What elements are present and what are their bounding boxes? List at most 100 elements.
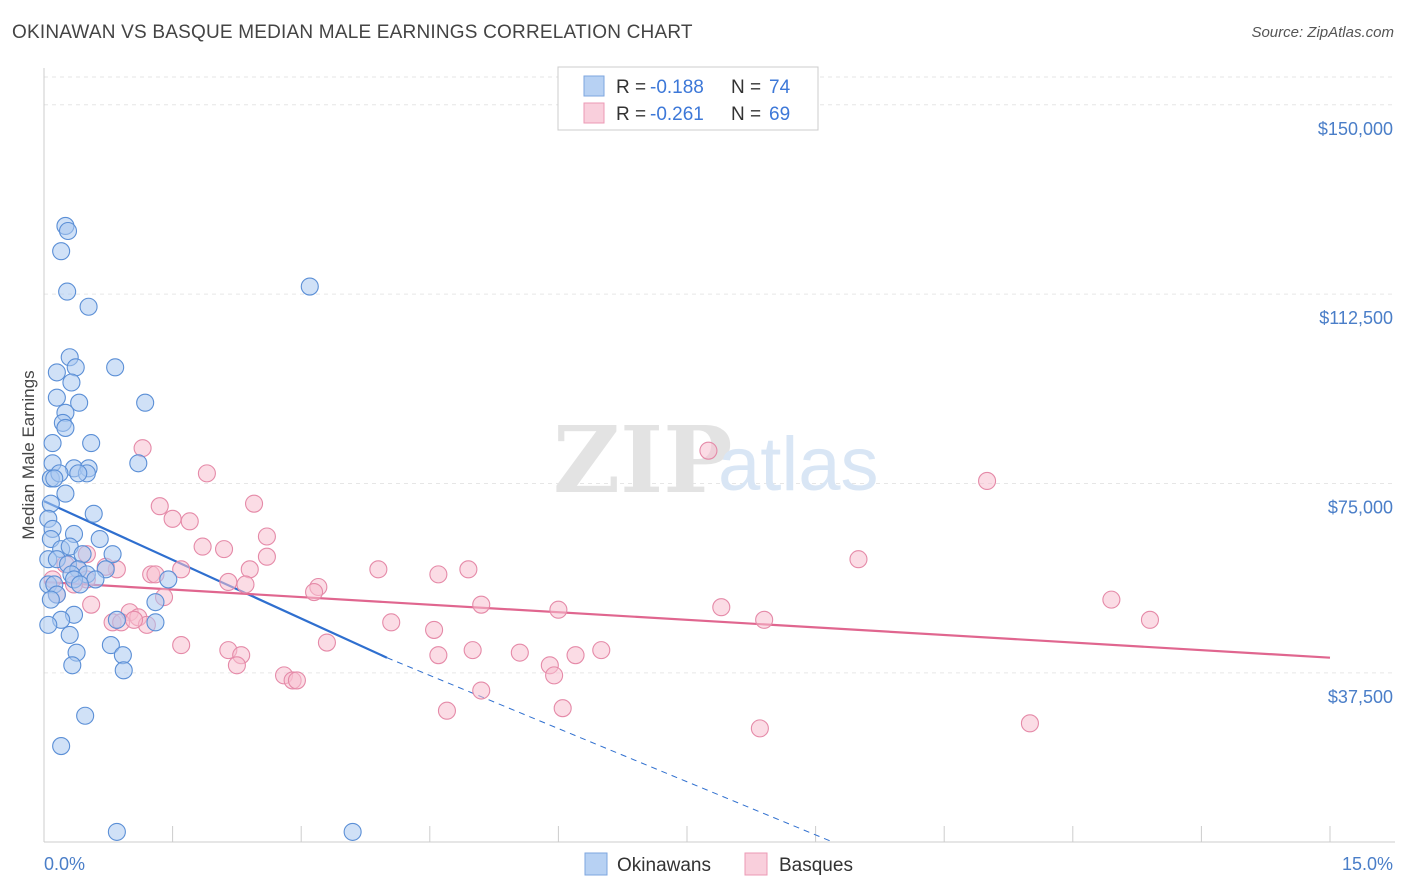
- basques-point-18: [240, 560, 259, 579]
- x-tick-label-0: 0.0%: [44, 854, 85, 874]
- basques-point-45: [1140, 610, 1160, 629]
- basques-point-63: [553, 699, 572, 718]
- okinawans-point-9: [47, 363, 66, 382]
- okinawans-point-39: [103, 545, 122, 564]
- basques-point-52: [510, 643, 529, 662]
- legend-swatch-okinawans: [583, 75, 605, 97]
- x-tick-label-1: 15.0%: [1342, 854, 1393, 874]
- okinawans-point-2: [52, 242, 71, 261]
- basques-point-22: [849, 550, 868, 569]
- basques-point-11: [257, 547, 276, 566]
- okinawans-point-29: [41, 494, 60, 513]
- basques-point-2: [197, 464, 216, 483]
- basques-point-44: [755, 610, 774, 629]
- okinawans-trend-line: [43, 500, 388, 659]
- basques-point-50: [429, 646, 448, 665]
- okinawans-point-3: [58, 282, 77, 301]
- okinawans-point-65: [63, 656, 82, 675]
- basques-point-6: [180, 512, 199, 531]
- chart-title: OKINAWAN VS BASQUE MEDIAN MALE EARNINGS …: [12, 22, 693, 43]
- basques-point-7: [978, 471, 997, 491]
- basques-point-30: [305, 582, 324, 602]
- basques-point-5: [163, 509, 182, 528]
- basques-point-47: [172, 636, 191, 655]
- watermark: ZIP atlas: [553, 406, 879, 514]
- basques-point-4: [150, 497, 169, 516]
- okinawans-point-70: [343, 822, 362, 841]
- basques-point-21: [459, 560, 478, 579]
- y-tick-label-1: $75,000: [1328, 497, 1393, 517]
- legend-n-label-basques: N =: [731, 104, 761, 125]
- watermark-zip: ZIP: [553, 406, 732, 514]
- axes: $37,500 $75,000 $112,500 $150,000 0.0% 15.0%: [43, 68, 1395, 874]
- okinawans-point-20: [129, 454, 148, 473]
- okinawans-point-69: [107, 822, 126, 841]
- okinawans-point-17: [43, 434, 62, 453]
- basques-point-64: [750, 719, 769, 738]
- okinawans-point-5: [300, 277, 319, 296]
- bottom-legend-swatch-basques: [744, 852, 768, 876]
- legend-r-okinawans: -0.188: [650, 77, 704, 98]
- basques-point-32: [82, 595, 101, 614]
- okinawans-point-35: [90, 529, 109, 549]
- basques-point-60: [287, 671, 306, 690]
- basques-point-34: [549, 600, 568, 619]
- basques-point-66: [124, 610, 144, 629]
- okinawans-point-16: [56, 418, 75, 437]
- okinawans-point-4: [79, 297, 98, 316]
- legend-r-label-okinawans: R =: [616, 77, 646, 98]
- basques-point-35: [712, 598, 731, 617]
- basques-point-19: [369, 560, 388, 579]
- y-axis-label: Median Male Earnings: [19, 370, 38, 539]
- basques-point-53: [566, 646, 585, 665]
- okinawans-point-28: [56, 484, 75, 503]
- okinawans-point-26: [69, 464, 88, 483]
- okinawans-point-52: [70, 575, 90, 594]
- okinawans-point-59: [107, 610, 126, 629]
- okinawans-point-18: [82, 434, 101, 453]
- basques-point-55: [227, 656, 246, 675]
- okinawans-point-68: [52, 737, 71, 756]
- bottom-legend-swatch-okinawans: [584, 852, 608, 876]
- okinawans-point-62: [101, 636, 120, 655]
- basques-point-46: [317, 633, 336, 652]
- legend-swatch-basques: [583, 102, 605, 124]
- basques-point-1: [133, 439, 152, 458]
- okinawans-point-1: [58, 221, 78, 241]
- legend: R = -0.188 N = 74 R = -0.261 N = 69: [557, 66, 819, 131]
- okinawans-point-10: [62, 373, 81, 392]
- y-tick-label-2: $112,500: [1319, 308, 1393, 328]
- bottom-legend-basques: Basques: [779, 855, 853, 876]
- okinawans-point-8: [106, 358, 125, 377]
- basques-point-62: [437, 701, 456, 720]
- basques-point-65: [1020, 714, 1039, 733]
- basques-point-36: [1102, 590, 1121, 609]
- okinawans-point-30: [84, 504, 103, 523]
- basques-point-8: [257, 527, 276, 546]
- basques-point-42: [382, 613, 401, 632]
- okinawans-point-51: [86, 570, 105, 589]
- basques-point-61: [472, 681, 491, 700]
- basques-point-24: [219, 572, 238, 592]
- basques-point-9: [193, 537, 212, 556]
- okinawans-point-11: [70, 393, 89, 412]
- basques-point-51: [463, 641, 482, 660]
- basques-point-57: [545, 666, 564, 685]
- bottom-legend-okinawans: Okinawans: [617, 855, 711, 876]
- bottom-legend: Okinawans Basques: [584, 852, 853, 876]
- okinawans-point-61: [60, 625, 79, 645]
- okinawans-point-58: [39, 615, 58, 634]
- okinawans-point-38: [73, 545, 92, 564]
- y-tick-label-0: $37,500: [1328, 687, 1393, 707]
- okinawans-point-66: [114, 661, 133, 680]
- okinawans-point-64: [113, 646, 132, 665]
- okinawans-point-67: [76, 706, 95, 725]
- basques-point-43: [425, 620, 444, 639]
- legend-n-label-okinawans: N =: [731, 77, 761, 98]
- okinawans-point-7: [66, 358, 85, 377]
- legend-r-basques: -0.261: [650, 104, 704, 125]
- okinawans-point-47: [159, 570, 178, 589]
- okinawans-trend-extension: [386, 657, 833, 843]
- basques-point-33: [472, 595, 491, 614]
